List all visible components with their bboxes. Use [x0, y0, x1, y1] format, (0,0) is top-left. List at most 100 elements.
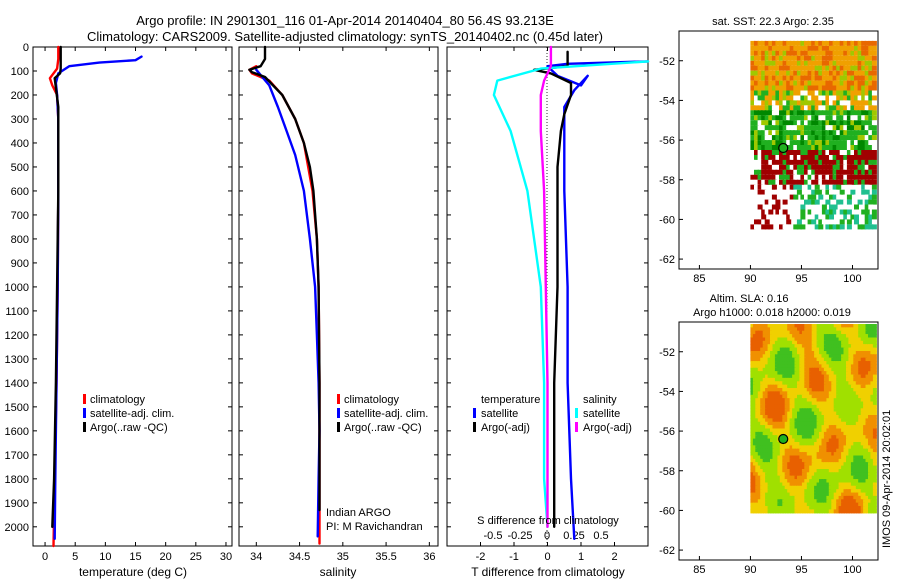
sla-cell — [838, 361, 843, 366]
sla-cell — [752, 448, 757, 453]
sla-cell — [816, 330, 821, 335]
sla-cell — [784, 324, 789, 328]
sla-cell — [816, 411, 821, 416]
sla-cell — [760, 442, 765, 446]
sla-cell — [848, 485, 853, 490]
sla-cell — [811, 502, 816, 507]
sla-cell — [841, 357, 846, 362]
sla-cell — [772, 347, 777, 352]
sla-cell — [816, 489, 821, 494]
sla-cell — [846, 479, 850, 484]
sla-cell — [760, 381, 765, 386]
sla-cell — [787, 462, 792, 467]
sst-cell — [846, 65, 852, 71]
sla-cell — [868, 357, 872, 362]
sst-cell — [857, 105, 863, 111]
sla-cell — [794, 465, 799, 470]
sla-cell — [794, 438, 799, 443]
sst-cell — [754, 85, 759, 91]
sst-cell — [793, 55, 799, 61]
sst-cell — [782, 140, 788, 146]
sla-cell — [762, 465, 767, 470]
sla-cell — [846, 404, 850, 409]
sla-cell — [828, 472, 833, 477]
sst-cell — [764, 174, 770, 180]
sst-cell — [786, 164, 792, 170]
sla-cell — [819, 438, 823, 443]
sst-cell — [757, 60, 763, 66]
sst-cell — [857, 80, 863, 86]
sla-cell — [755, 452, 760, 457]
sla-cell — [814, 334, 819, 339]
sla-cell — [765, 448, 770, 453]
sla-cell — [814, 475, 819, 480]
sla-cell — [848, 367, 853, 372]
sla-cell — [779, 506, 784, 511]
sla-cell — [860, 327, 865, 332]
sst-cell — [764, 115, 770, 121]
sla-cell — [848, 448, 853, 453]
sla-cell — [779, 485, 784, 490]
sla-cell — [787, 384, 792, 389]
sla-cell — [846, 472, 850, 477]
sst-cell — [786, 125, 792, 131]
sla-cell — [809, 448, 814, 453]
sst-cell — [811, 219, 817, 225]
sst-cell — [768, 70, 774, 76]
sla-cell — [757, 404, 762, 409]
sla-cell — [797, 361, 801, 366]
sla-cell — [841, 479, 846, 484]
sla-cell — [779, 351, 784, 355]
sla-cell — [821, 354, 826, 359]
sst-cell — [771, 214, 777, 220]
sla-cell — [804, 458, 809, 463]
sla-cell — [767, 479, 772, 484]
sla-cell — [806, 455, 811, 460]
sla-cell — [865, 448, 870, 453]
sla-cell — [804, 475, 809, 480]
sst-cell — [836, 159, 842, 165]
sla-cell — [809, 327, 814, 332]
sst-cell — [871, 125, 877, 131]
sla-cell — [870, 330, 875, 335]
sla-cell — [767, 357, 772, 362]
sst-cell — [825, 145, 831, 150]
sst-cell — [757, 90, 763, 96]
sla-cell — [767, 334, 772, 339]
sla-cell — [831, 381, 836, 386]
sst-cell — [871, 179, 877, 185]
sla-cell — [777, 462, 782, 467]
sst-cell — [786, 189, 792, 195]
sla-cell — [850, 388, 855, 392]
sla-cell — [760, 347, 765, 352]
sst-cell — [821, 179, 827, 185]
sst-cell — [836, 184, 842, 190]
sla-cell — [777, 499, 782, 504]
sst-cell — [861, 85, 867, 91]
sla-cell — [762, 485, 767, 490]
sla-cell — [770, 479, 774, 484]
map-x-tick-label: 95 — [795, 273, 807, 285]
sla-cell — [821, 479, 826, 484]
sla-cell — [806, 462, 811, 467]
sla-cell — [821, 377, 826, 382]
sla-cell — [804, 357, 809, 362]
sla-cell — [809, 445, 814, 450]
map-x-tick-label: 100 — [843, 273, 861, 285]
sst-cell — [868, 199, 874, 205]
sla-cell — [833, 495, 838, 500]
sla-cell — [774, 351, 779, 355]
sst-cell — [850, 115, 856, 121]
sla-cell — [809, 388, 814, 392]
sst-cell — [829, 135, 834, 141]
sla-cell — [846, 431, 850, 436]
sla-cell — [811, 337, 816, 342]
sst-cell — [818, 100, 824, 106]
sla-cell — [833, 381, 838, 386]
sst-cell — [789, 110, 795, 116]
sla-cell — [855, 381, 860, 386]
sst-cell — [804, 70, 809, 76]
sla-cell — [797, 472, 801, 477]
sla-cell — [784, 384, 789, 389]
sla-cell — [841, 421, 846, 426]
